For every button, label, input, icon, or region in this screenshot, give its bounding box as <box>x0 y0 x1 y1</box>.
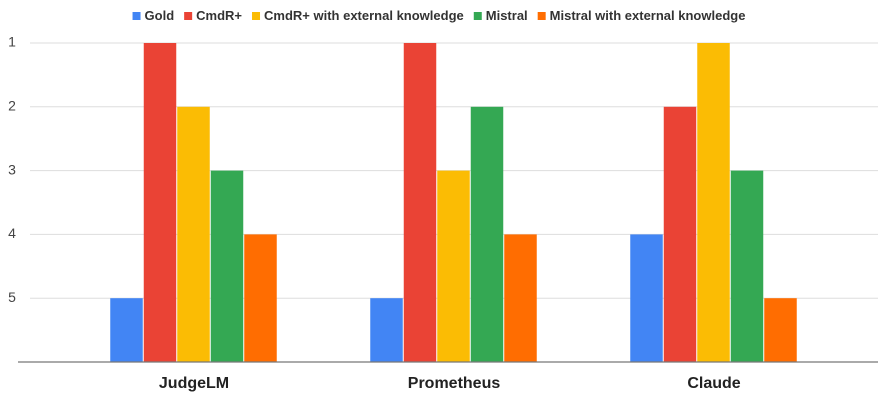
bar <box>437 170 470 362</box>
legend-swatch <box>473 12 482 20</box>
bar <box>630 234 663 362</box>
legend-swatch <box>184 12 193 20</box>
bar <box>504 234 537 362</box>
bar <box>730 170 764 362</box>
bar <box>110 298 143 362</box>
bar <box>370 298 403 362</box>
y-tick-label: 1 <box>8 34 16 50</box>
legend-label: CmdR+ with external knowledge <box>264 8 464 23</box>
bar <box>663 106 697 362</box>
legend-swatch <box>537 12 546 20</box>
bar <box>403 43 437 362</box>
bar <box>210 170 244 362</box>
legend-label: CmdR+ <box>196 8 242 23</box>
bar <box>764 298 797 362</box>
legend-label: Gold <box>145 8 175 23</box>
x-tick-label: Claude <box>687 375 740 392</box>
bar <box>470 106 504 362</box>
y-tick-label: 4 <box>8 225 16 241</box>
x-tick-label: Prometheus <box>408 375 501 392</box>
bar <box>697 43 730 362</box>
legend-swatch <box>252 12 261 20</box>
y-tick-label: 2 <box>8 98 16 114</box>
bar <box>244 234 277 362</box>
x-tick-label: JudgeLM <box>159 375 229 392</box>
legend-label: Mistral <box>486 8 528 23</box>
y-tick-label: 5 <box>8 289 16 305</box>
legend-swatch <box>132 12 141 20</box>
y-tick-label: 3 <box>8 161 16 177</box>
legend-label: Mistral with external knowledge <box>550 8 746 23</box>
bar <box>143 43 177 362</box>
bar <box>177 106 210 362</box>
